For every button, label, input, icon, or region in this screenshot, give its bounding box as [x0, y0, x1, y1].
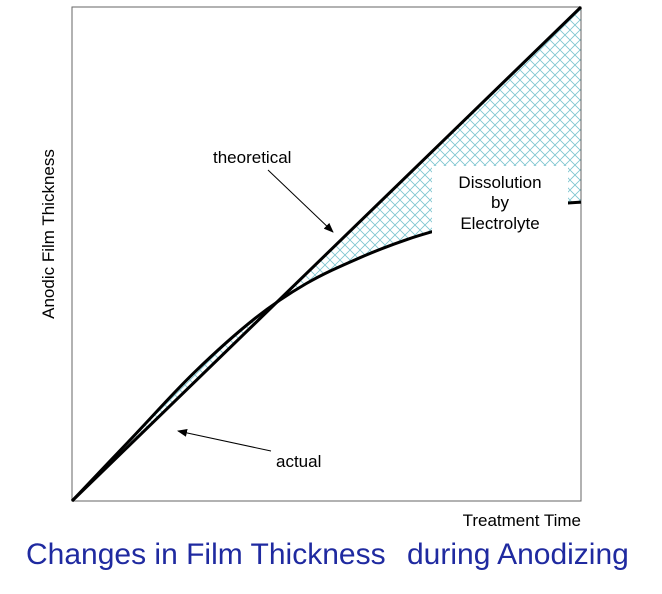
annotation-dissolution-line-2: by: [491, 193, 509, 212]
annotation-actual-arrow: [177, 428, 272, 452]
annotation-theoretical-arrow: [267, 169, 334, 233]
chart: theoretical actual Dissolution by Electr…: [39, 5, 583, 530]
annotation-dissolution-line-3: Electrolyte: [460, 214, 539, 233]
y-axis-label: Anodic Film Thickness: [39, 149, 58, 319]
dissolution-label-background: [432, 166, 568, 238]
annotation-dissolution-line-1: Dissolution: [458, 173, 541, 192]
caption-part-2: during Anodizing: [407, 538, 629, 571]
plot-frame: [71, 6, 582, 502]
x-axis-label: Treatment Time: [463, 511, 581, 530]
annotation-actual: actual: [276, 452, 321, 471]
series-line-actual: [70, 200, 582, 503]
caption-part-1: Changes in Film Thickness: [26, 538, 386, 571]
series-line-theoretical: [70, 5, 583, 503]
chart-caption: Changes in Film Thickness during Anodizi…: [0, 538, 662, 588]
annotation-theoretical: theoretical: [213, 148, 291, 167]
